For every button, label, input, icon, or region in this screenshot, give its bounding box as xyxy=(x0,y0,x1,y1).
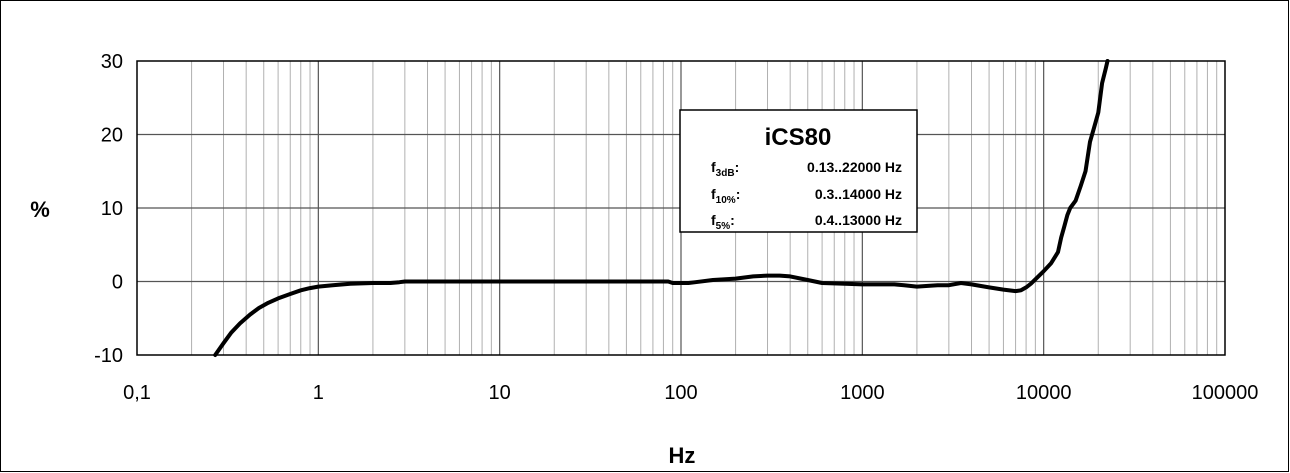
legend-row-symbol: f xyxy=(711,159,716,175)
x-tick-label: 10000 xyxy=(1016,382,1072,404)
legend-row-subscript: 3dB xyxy=(716,168,735,179)
legend-row-symbol: f xyxy=(711,186,716,202)
legend-box: iCS80 f3dB: 0.13..22000 Hz f10%: 0.3..14… xyxy=(679,109,918,233)
response-curve-line xyxy=(213,59,1110,357)
legend-row-value: 0.3..14000 Hz xyxy=(815,186,902,202)
x-tick-label: 0,1 xyxy=(123,382,151,404)
legend-row-5pct: f5%: xyxy=(711,212,735,232)
grid xyxy=(137,61,1225,355)
y-axis-title: % xyxy=(30,197,50,222)
legend-row-symbol: f xyxy=(711,212,716,228)
legend-frame xyxy=(679,109,918,233)
plot-area xyxy=(136,60,1226,356)
y-tick-label: -10 xyxy=(94,345,123,367)
y-tick-label: 20 xyxy=(101,125,123,147)
legend-title: iCS80 xyxy=(765,124,832,151)
legend-row-3db: f3dB: xyxy=(711,159,739,179)
y-tick-label: 30 xyxy=(101,51,123,73)
x-tick-label: 1000 xyxy=(840,382,885,404)
y-tick-label: 10 xyxy=(101,198,123,220)
tick-labels: 0,1 1 10 100 1000 10000 100000 -10 0 10 20 30 xyxy=(94,51,1258,404)
x-tick-label: 1 xyxy=(313,382,324,404)
x-tick-label: 10 xyxy=(489,382,511,404)
legend-row-subscript: 10% xyxy=(716,195,736,206)
legend-row-value: 0.13..22000 Hz xyxy=(807,159,902,175)
x-axis-title: Hz xyxy=(669,443,696,468)
legend-row-value: 0.4..13000 Hz xyxy=(815,212,902,228)
legend-row-subscript: 5% xyxy=(716,221,731,232)
x-tick-label: 100000 xyxy=(1192,382,1259,404)
legend-row-10pct: f10%: xyxy=(711,186,740,206)
y-tick-label: 0 xyxy=(112,272,123,294)
x-tick-label: 100 xyxy=(664,382,697,404)
